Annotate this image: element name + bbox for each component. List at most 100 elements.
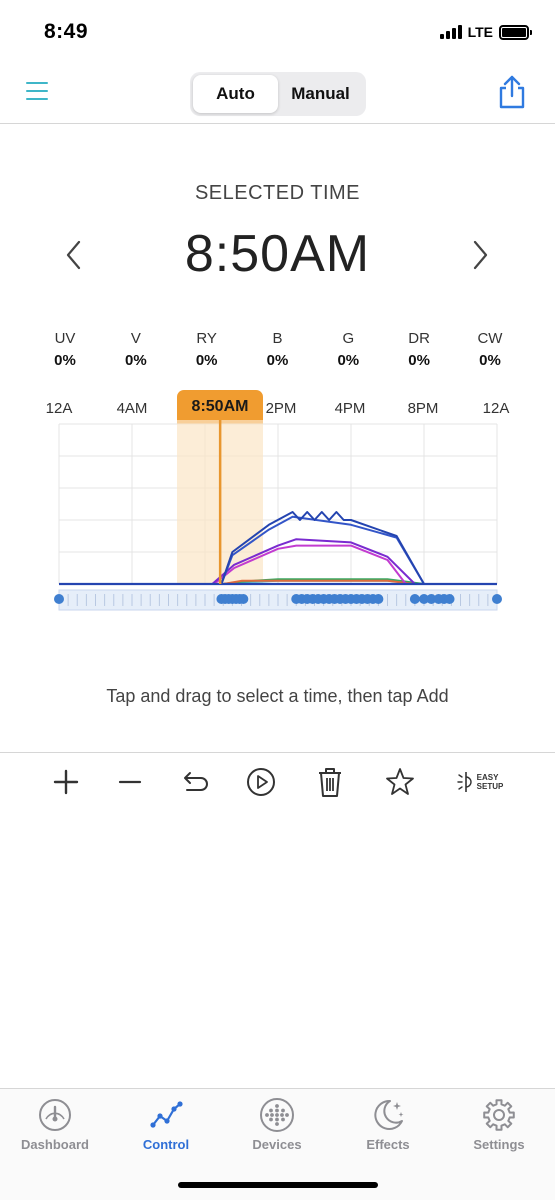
mode-segmented-control: Auto Manual — [190, 72, 366, 116]
undo-icon[interactable] — [177, 765, 211, 799]
channel-name: B — [272, 330, 283, 347]
tab-settings[interactable]: Settings — [449, 1097, 549, 1165]
selected-time-label: SELECTED TIME — [194, 182, 361, 204]
channel-value: 0% — [337, 352, 360, 369]
hour-label: 4PM — [334, 400, 366, 417]
timeline-hour-labels: 12A 4AM 2PM 4PM 8PM 12A — [0, 396, 555, 424]
channel-name: V — [130, 330, 141, 347]
dot — [269, 1108, 273, 1113]
instruction-hint: Tap and drag to select a time, then tap … — [106, 686, 449, 706]
gear-icon — [483, 1099, 515, 1131]
home-indicator — [178, 1182, 378, 1188]
dot — [281, 1108, 285, 1113]
hour-label: 12A — [45, 400, 73, 417]
channel-dr: DR 0% — [384, 330, 454, 369]
dot — [281, 1117, 285, 1122]
channel-name: DR — [408, 330, 430, 347]
channel-name: RY — [196, 330, 217, 347]
keyframe-point — [426, 594, 437, 604]
channel-value: 0% — [54, 352, 76, 369]
chart-grid — [58, 423, 498, 585]
keyframe-point — [54, 594, 64, 604]
selected-time-badge[interactable]: 8:50AM — [177, 390, 263, 424]
channel-b: B 0% — [242, 330, 312, 369]
dot — [275, 1117, 279, 1122]
menu-icon[interactable] — [26, 82, 48, 102]
tab-dashboard[interactable]: Dashboard — [5, 1097, 105, 1165]
top-nav: Auto Manual — [0, 64, 555, 124]
dot — [285, 1113, 289, 1117]
segment-auto[interactable]: Auto — [193, 75, 278, 113]
easy-setup-icon — [456, 772, 472, 792]
dot — [275, 1104, 279, 1108]
tab-label: Effects — [366, 1137, 410, 1152]
segment-manual[interactable]: Manual — [291, 84, 350, 103]
keyframe-point — [492, 594, 502, 604]
signal-icon — [439, 25, 462, 39]
keyframe-points — [54, 594, 502, 604]
easy-setup-button[interactable]: EASY SETUP — [452, 765, 508, 799]
selected-time-value: 8:50AM — [184, 225, 371, 283]
status-bar: 8:49 LTE — [0, 0, 555, 64]
easy-setup-line1: EASY — [476, 773, 499, 782]
series-line — [59, 511, 497, 585]
tab-label: Dashboard — [21, 1137, 89, 1152]
tab-label: Control — [142, 1137, 190, 1152]
channel-name: UV — [54, 330, 76, 347]
channel-value: 0% — [266, 352, 289, 369]
channel-value: 0% — [408, 352, 430, 369]
tab-label: Settings — [473, 1137, 525, 1152]
dot — [275, 1108, 279, 1113]
add-icon[interactable] — [49, 765, 83, 799]
keyframe-point — [238, 594, 249, 604]
edit-toolbar: EASY SETUP — [0, 752, 555, 814]
tab-label: Devices — [252, 1137, 302, 1152]
channel-value: 0% — [124, 352, 147, 369]
keyframe-point — [419, 594, 429, 604]
channel-g: G 0% — [313, 330, 383, 369]
bottom-tab-bar: Dashboard Control Devices Effects Settin… — [0, 1088, 555, 1200]
easy-setup-label: EASY SETUP — [477, 773, 504, 791]
star-icon[interactable] — [383, 765, 417, 799]
keyframe-point — [444, 594, 455, 604]
hour-label: 4AM — [116, 400, 148, 417]
play-icon[interactable] — [244, 765, 278, 799]
network-type: LTE — [467, 24, 493, 40]
share-icon[interactable] — [497, 74, 527, 110]
chart-series — [59, 511, 497, 586]
status-indicators: LTE — [439, 24, 532, 40]
dot — [269, 1117, 273, 1122]
channel-cw: CW 0% — [455, 330, 525, 369]
hour-label: 2PM — [265, 400, 297, 417]
channel-name: CW — [477, 330, 503, 347]
battery-icon — [499, 24, 532, 40]
dots-grid-icon — [260, 1098, 294, 1132]
dot — [265, 1113, 269, 1117]
tab-devices[interactable]: Devices — [227, 1097, 327, 1165]
line-chart-icon — [150, 1101, 183, 1128]
channel-ry: RY 0% — [172, 330, 242, 369]
next-time-button[interactable] — [468, 238, 492, 272]
remove-icon[interactable] — [113, 765, 147, 799]
gauge-icon — [39, 1099, 71, 1131]
easy-setup-line2: SETUP — [476, 782, 504, 791]
keyframe-point — [373, 594, 384, 604]
trash-icon[interactable] — [313, 765, 347, 799]
tab-control[interactable]: Control — [116, 1097, 216, 1165]
previous-time-button[interactable] — [62, 238, 86, 272]
moon-stars-icon — [374, 1099, 404, 1130]
dot — [270, 1113, 274, 1117]
lighting-schedule-chart[interactable] — [0, 420, 555, 620]
dot — [275, 1122, 279, 1126]
channel-value: 0% — [195, 352, 218, 369]
channel-v: V 0% — [101, 330, 171, 369]
channel-uv: UV 0% — [30, 330, 100, 369]
dot — [280, 1113, 284, 1117]
hour-label: 12A — [482, 400, 510, 417]
status-time: 8:49 — [44, 20, 89, 43]
tab-effects[interactable]: Effects — [338, 1097, 438, 1165]
channel-value: 0% — [479, 352, 501, 369]
hour-label: 8PM — [407, 400, 439, 417]
keyframe-point — [409, 594, 420, 604]
channel-levels: UV 0% V 0% RY 0% B 0% G 0% DR 0% CW 0% — [30, 330, 525, 369]
